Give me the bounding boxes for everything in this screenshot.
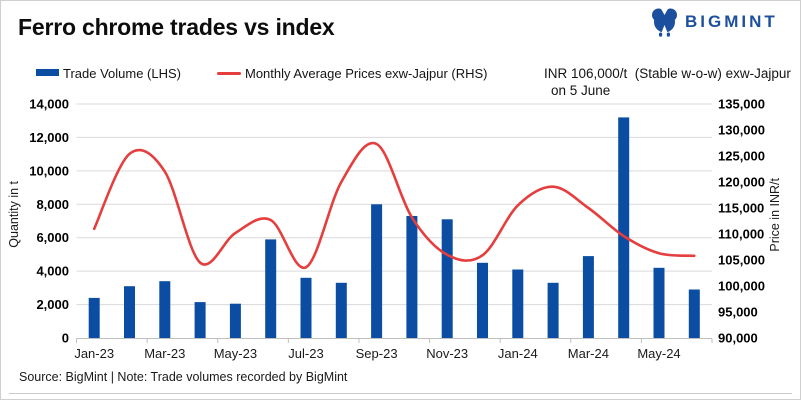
bar-mar-23 [159, 281, 171, 338]
bar-dec-23 [477, 262, 488, 338]
right-axis-tick-label: 115,000 [718, 201, 764, 216]
bar-apr-24 [618, 117, 630, 339]
x-axis-label: Jul-23 [288, 346, 323, 361]
right-axis-tick-label: 125,000 [718, 149, 765, 164]
right-axis-tick-label: 120,000 [718, 175, 765, 190]
price-annotation-line1: INR 106,000/t (Stable w-o-w) exw-Jajpur [544, 66, 791, 81]
bar-sep-23 [371, 204, 383, 338]
price-annotation-line2: on 5 June [551, 83, 611, 98]
x-axis-label: Sep-23 [356, 346, 398, 361]
right-axis-tick-label: 90,000 [718, 331, 758, 346]
x-axis-label: Nov-23 [426, 346, 468, 361]
right-axis-tick-label: 105,000 [718, 253, 765, 268]
bar-jun-24 [688, 289, 700, 338]
price-line [92, 141, 696, 269]
bigmint-logo-text: BIGMINT [685, 12, 778, 31]
left-axis-tick-label: 10,000 [29, 163, 69, 178]
right-axis-tick-label: 135,000 [718, 97, 765, 112]
legend-bar-label: Trade Volume (LHS) [63, 66, 182, 81]
bar-jun-23 [265, 239, 277, 338]
bar-jan-23 [88, 297, 100, 338]
bar-feb-24 [547, 282, 559, 338]
bar-feb-23 [124, 286, 135, 338]
x-axis-label: Mar-24 [568, 346, 609, 361]
bar-jan-24 [512, 269, 524, 338]
left-axis-tick-label: 4,000 [36, 264, 69, 279]
bottom-separator [9, 393, 792, 394]
legend-line-label: Monthly Average Prices exw-Jajpur (RHS) [245, 66, 488, 81]
left-axis-tick-label: 0 [62, 331, 69, 346]
bar-oct-23 [406, 216, 418, 338]
x-axis-label: May-23 [214, 346, 257, 361]
legend-bar-swatch [36, 69, 59, 76]
x-axis-label: Jan-23 [74, 346, 114, 361]
right-axis-tick-label: 130,000 [718, 123, 765, 138]
left-axis-tick-label: 8,000 [36, 197, 69, 212]
bar-may-23 [229, 303, 241, 338]
bigmint-logo-icon [652, 7, 677, 37]
bar-nov-23 [441, 219, 453, 338]
source-note: Source: BigMint | Note: Trade volumes re… [19, 370, 348, 384]
bar-jul-23 [300, 277, 312, 338]
bar-aug-23 [335, 282, 347, 338]
price-annotation: INR 106,000/t (Stable w-o-w) exw-Jajpur … [544, 65, 791, 99]
bar-apr-23 [194, 302, 206, 338]
page-title: Ferro chrome trades vs index [18, 14, 335, 40]
right-axis-tick-label: 110,000 [718, 227, 764, 242]
bigmint-logo: BIGMINT [650, 7, 778, 37]
right-axis-tick-label: 100,000 [718, 279, 765, 294]
left-axis-tick-label: 12,000 [29, 130, 69, 145]
x-axis-label: Mar-23 [144, 346, 185, 361]
left-axis-tick-label: 6,000 [36, 230, 69, 245]
left-axis-tick-label: 2,000 [36, 297, 69, 312]
right-axis-tick-label: 95,000 [718, 305, 758, 320]
bar-mar-24 [582, 256, 594, 338]
left-axis-tick-label: 14,000 [29, 97, 69, 112]
bar-may-24 [653, 267, 665, 338]
legend-line-swatch [217, 72, 241, 75]
x-axis-label: May-24 [637, 346, 680, 361]
x-axis-label: Jan-24 [498, 346, 538, 361]
